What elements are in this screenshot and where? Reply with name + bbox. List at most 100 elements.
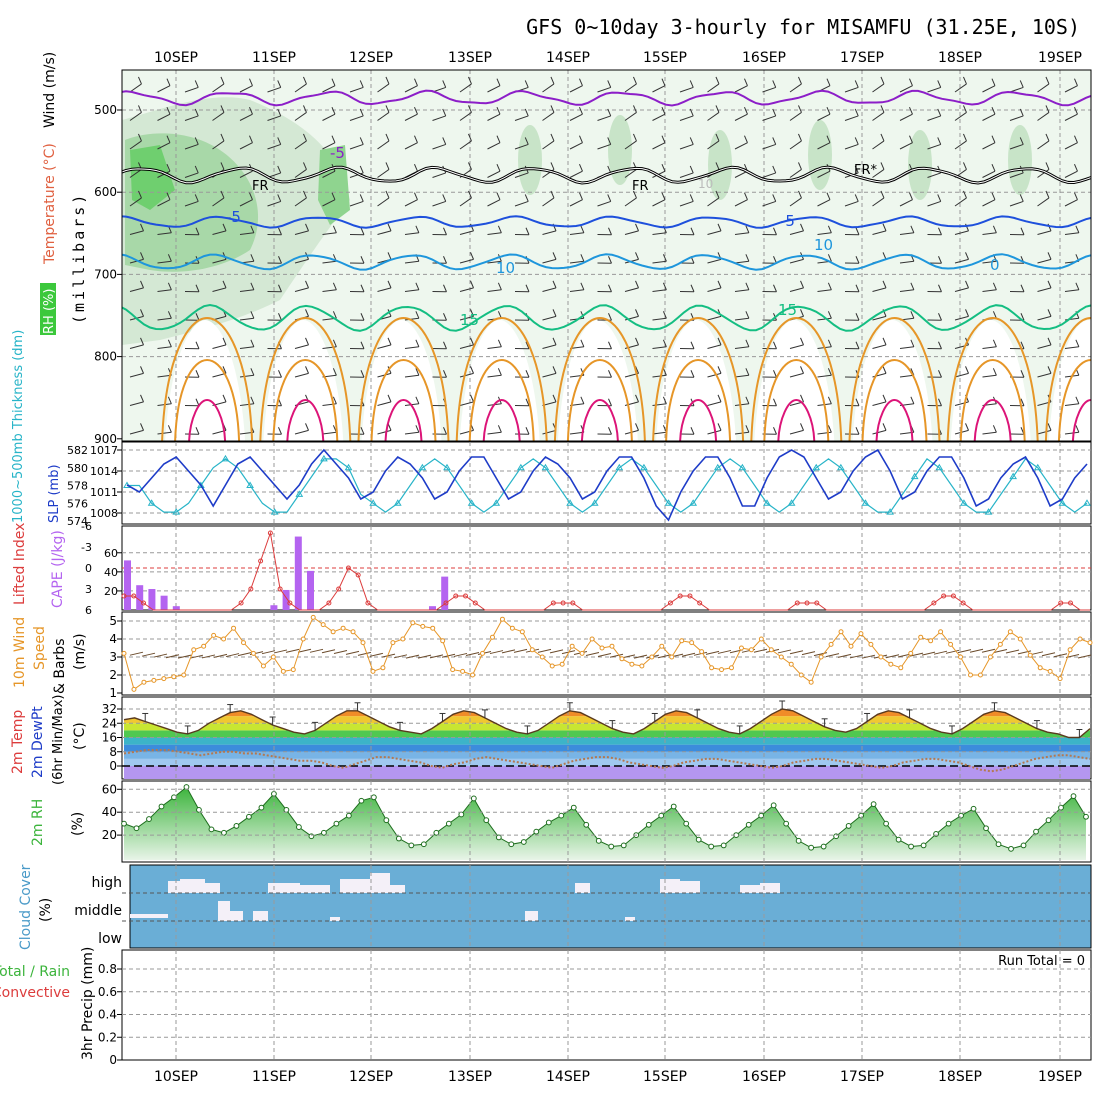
thickness-tick-label: 580 — [67, 462, 88, 475]
upper-barb-feather — [552, 280, 557, 289]
wind-speed-series — [121, 614, 1093, 692]
upper-barb-feather — [250, 396, 255, 404]
y-tick-label: 0.2 — [98, 1030, 117, 1044]
surface-barb — [1077, 654, 1092, 659]
surface-barb — [1017, 650, 1032, 655]
rh-point — [895, 836, 902, 843]
contour-20 — [750, 316, 843, 441]
upper-barb-feather — [442, 194, 447, 202]
upper-barb-feather — [140, 280, 144, 289]
thickness-point — [147, 499, 156, 506]
upper-barb-feather — [1045, 76, 1050, 85]
upper-barb-feather — [140, 337, 144, 346]
upper-barb-feather — [195, 427, 200, 435]
surface-barb — [309, 648, 324, 653]
li-point — [258, 558, 264, 564]
upper-barb — [487, 142, 501, 150]
top-date-axis: 10SEP 11SEP 12SEP 13SEP 14SEP 15SEP 16SEP 17SEP… — [154, 50, 1082, 66]
dry-dome — [557, 320, 638, 441]
upper-barb-feather — [1020, 227, 1025, 235]
upper-barb-feather — [661, 135, 666, 143]
upper-barb-feather — [525, 284, 530, 292]
upper-barb-feather — [882, 366, 887, 374]
wind-speed-point — [221, 636, 227, 642]
wind-speed-point — [838, 629, 844, 635]
rh-point — [883, 820, 890, 827]
upper-barb — [239, 85, 253, 93]
upper-barb-feather — [827, 396, 832, 404]
upper-barb-feather — [773, 284, 777, 292]
thickness-point — [516, 463, 525, 471]
upper-barb — [129, 429, 144, 435]
upper-barb — [927, 86, 941, 93]
upper-barb-feather — [910, 311, 915, 319]
thickness-point — [886, 508, 894, 515]
upper-barb-feather — [689, 137, 694, 145]
upper-barb — [954, 401, 969, 406]
rh-point — [683, 820, 690, 827]
upper-barb — [817, 170, 831, 178]
wind-speed-point — [908, 650, 914, 656]
upper-barb — [1064, 170, 1078, 178]
li-line — [124, 531, 1090, 611]
dewpoint-line — [123, 749, 1091, 773]
upper-barb — [1064, 431, 1079, 435]
rh-blob — [518, 125, 542, 195]
surface-barb — [129, 651, 144, 656]
upper-barb — [954, 315, 969, 321]
upper-barb — [569, 232, 584, 235]
temperature-grid — [122, 697, 1091, 779]
wind-speed-point — [270, 654, 276, 660]
rh-shading — [122, 70, 1091, 441]
upper-barb-feather — [607, 80, 612, 88]
wind-speed-point — [778, 654, 784, 660]
contour-label-m5-c: -5 — [780, 212, 795, 230]
upper-barb-feather — [938, 313, 942, 321]
upper-barb-feather — [963, 76, 967, 85]
contour-20 — [357, 316, 450, 441]
upper-barb — [817, 431, 832, 435]
upper-barb-feather — [249, 106, 253, 115]
upper-barb-feather — [910, 282, 915, 290]
surface-barb — [585, 652, 600, 656]
upper-barb — [1037, 140, 1050, 150]
upper-barb-feather — [745, 311, 750, 319]
thickness-tick-label: 582 — [67, 444, 88, 457]
upper-barb — [322, 232, 337, 235]
wind-speed-point — [559, 661, 565, 667]
cloud-mid-block — [230, 911, 243, 921]
upper-barb — [1064, 199, 1078, 207]
wind-speed-point — [519, 629, 525, 635]
upper-barb — [514, 143, 529, 150]
upper-barb-feather — [938, 227, 942, 235]
upper-barb-feather — [387, 394, 392, 403]
thickness-point — [984, 508, 993, 515]
cloud-blocks — [130, 873, 780, 921]
contour-30 — [384, 398, 423, 441]
wind-speed-point — [569, 643, 575, 649]
rh2m-label: 2m RH — [30, 799, 46, 846]
thickness-point — [935, 463, 944, 471]
rh-point — [395, 835, 402, 842]
li-point — [687, 593, 693, 599]
upper-barb-feather — [745, 254, 750, 262]
upper-barb — [294, 112, 307, 121]
upper-barb — [294, 429, 309, 435]
cape-bar — [160, 595, 168, 610]
wind-speed-point — [310, 614, 316, 620]
surface-barb — [909, 652, 924, 657]
upper-barb-feather — [633, 76, 637, 85]
surface-barb — [441, 653, 456, 658]
rh-point — [121, 820, 127, 827]
thickness-tick-label: 576 — [67, 497, 88, 510]
li-point — [326, 600, 332, 606]
upper-barb-feather — [496, 78, 501, 86]
upper-barb — [872, 112, 885, 121]
cape-bar — [172, 606, 180, 610]
upper-barb — [1009, 86, 1024, 93]
wind-speed-point — [679, 638, 685, 644]
upper-barb — [404, 232, 419, 235]
upper-barb — [1093, 173, 1100, 178]
upper-barb-feather — [414, 135, 418, 143]
